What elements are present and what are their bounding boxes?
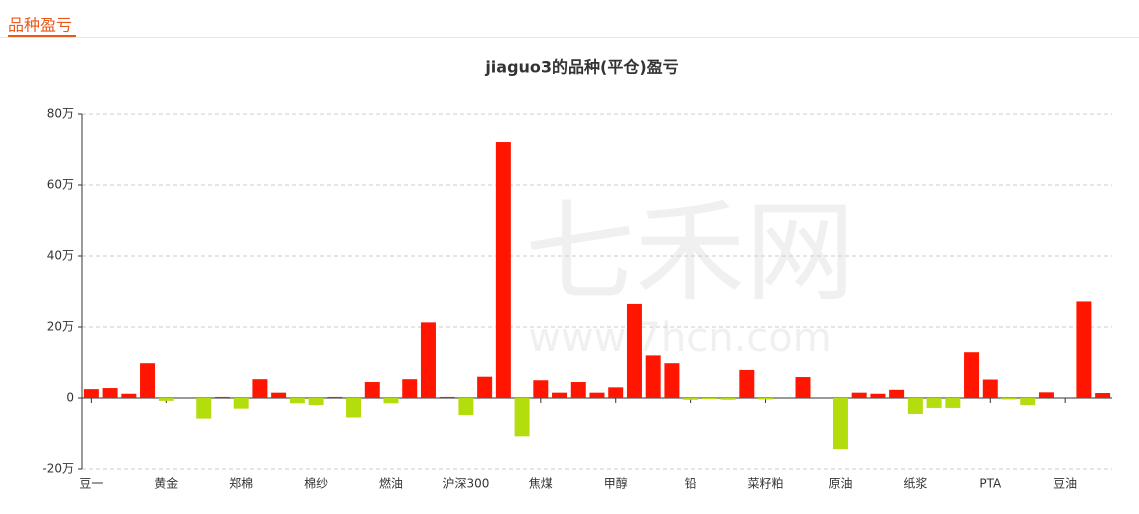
bar: [870, 393, 886, 398]
bar: [533, 380, 549, 398]
x-tick-label: 豆油: [1053, 477, 1077, 491]
bar: [552, 392, 568, 398]
y-tick-label: 20万: [47, 320, 74, 334]
bar: [495, 142, 511, 398]
bar: [383, 398, 399, 404]
bar: [589, 392, 605, 398]
watermark-url: www.7hcn.com: [528, 315, 831, 361]
bar: [964, 352, 980, 398]
y-tick-label: 80万: [47, 107, 74, 121]
bar: [851, 392, 867, 398]
bar: [514, 398, 530, 437]
bar: [1020, 398, 1036, 406]
bar: [233, 398, 249, 409]
bar: [795, 377, 811, 398]
bar: [832, 398, 848, 450]
section-title[interactable]: 品种盈亏: [8, 16, 72, 35]
bar: [907, 398, 923, 414]
x-tick-label: 纸浆: [903, 476, 927, 491]
x-tick-label: 沪深300: [442, 477, 489, 491]
y-tick-label: -20万: [42, 462, 74, 476]
bar: [402, 379, 418, 398]
bar: [252, 379, 268, 398]
x-tick-label: 郑棉: [229, 476, 253, 491]
y-tick-label: 40万: [47, 249, 74, 263]
x-tick-label: 焦煤: [529, 477, 553, 491]
x-tick-label: 棉纱: [304, 477, 328, 491]
x-tick-label: 铅: [685, 477, 697, 491]
bar: [1076, 301, 1092, 398]
bar: [83, 389, 99, 398]
bar: [570, 382, 586, 398]
bar: [626, 303, 642, 398]
bar: [214, 396, 230, 398]
bar: [420, 322, 436, 398]
chart-title: jiaguo3的品种(平仓)盈亏: [484, 58, 678, 77]
bar: [458, 398, 474, 416]
y-tick-label: 60万: [47, 178, 74, 192]
bar: [1038, 392, 1054, 398]
bar: [196, 398, 212, 419]
x-tick-label: 黄金: [154, 476, 178, 491]
bar: [1001, 398, 1017, 400]
bar: [140, 363, 156, 398]
x-tick-label: PTA: [979, 477, 1002, 491]
bar: [701, 398, 717, 400]
bar: [364, 382, 380, 398]
bar: [1095, 393, 1111, 398]
bar: [477, 376, 493, 398]
watermark-brand: 七禾网: [525, 188, 855, 316]
bar: [346, 398, 362, 418]
x-tick-label: 豆一: [79, 477, 103, 491]
bar: [121, 393, 137, 398]
x-tick-label: 甲醇: [604, 476, 628, 491]
bar: [926, 398, 942, 408]
bar: [982, 379, 998, 398]
bar: [308, 398, 324, 406]
y-tick-label: 0: [66, 391, 74, 405]
bar: [327, 396, 343, 398]
x-tick-label: 原油: [828, 477, 852, 491]
bar: [102, 388, 118, 398]
bar: [439, 396, 455, 398]
bar: [720, 398, 736, 400]
bar: [645, 355, 661, 398]
bar: [158, 398, 174, 401]
bar: [664, 363, 680, 398]
bar: [758, 398, 774, 400]
bar: [608, 387, 624, 398]
bar: [889, 389, 905, 398]
bar: [289, 398, 305, 404]
bar: [271, 392, 287, 398]
bar: [945, 398, 961, 408]
bar: [739, 369, 755, 398]
x-tick-label: 菜籽粕: [748, 476, 784, 491]
bar: [683, 398, 699, 400]
x-tick-label: 燃油: [379, 476, 403, 491]
